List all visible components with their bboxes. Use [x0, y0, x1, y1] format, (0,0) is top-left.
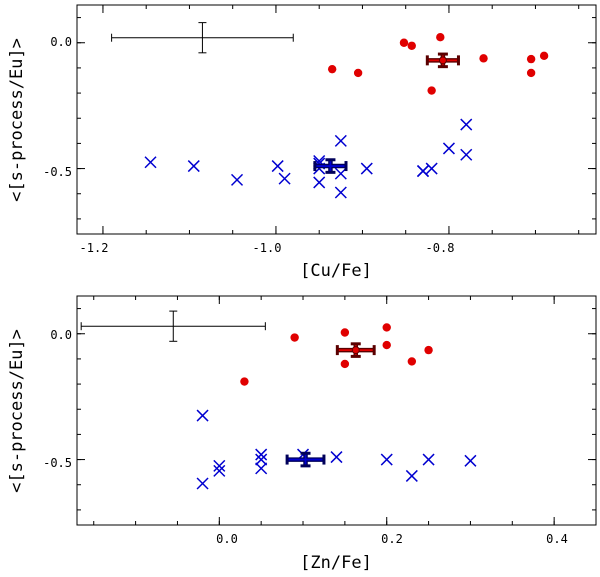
y-tick-labels: 0.0 -0.5 [43, 35, 72, 179]
blue-cross-point [360, 162, 373, 175]
red-circle-point [240, 377, 249, 386]
blue-cross-point [196, 409, 209, 422]
panel-zn-fe: 0.0 -0.5 0.0 0.2 0.4 [Zn/Fe] <[s-process… [7, 295, 597, 573]
red-circle-point [427, 86, 436, 95]
blue-cross-point [425, 162, 438, 175]
red-circle-point [327, 64, 337, 74]
red-circle-point [424, 345, 433, 355]
blue-cross-point [196, 477, 209, 490]
red-circle-point [353, 68, 363, 78]
blue-cross-point [187, 160, 200, 173]
blue-cross-point [213, 459, 226, 472]
plot-frame [76, 4, 597, 235]
x-tick-labels: -1.2 -1.0 -0.8 [80, 241, 455, 255]
panel-cu-fe: 0.0 -0.5 -1.2 -1.0 -0.8 [Cu/Fe] <[s-proc… [7, 4, 597, 281]
blue-cross-point [313, 176, 326, 189]
blue-cross-point [416, 165, 430, 178]
plot-frame [76, 295, 597, 526]
blue-cross-point [405, 469, 418, 482]
y-axis-label: <[s-process/Eu]> [7, 329, 27, 493]
x-tick-labels: 0.0 0.2 0.4 [216, 532, 568, 546]
y-tick-label: -0.5 [43, 165, 72, 179]
blue-cross-point [442, 142, 455, 155]
y-axis-label: <[s-process/Eu]> [7, 38, 27, 202]
blue-cross-point [334, 134, 347, 147]
chart-marks-1 [77, 5, 596, 234]
x-tick-label: -0.8 [426, 241, 455, 255]
y-tick-labels: 0.0 -0.5 [43, 328, 72, 470]
x-tick-label: 0.0 [216, 532, 238, 546]
blue-cross-point [255, 448, 268, 461]
y-tick-label: 0.0 [50, 328, 72, 342]
y-tick-label: -0.5 [43, 456, 72, 470]
red-circle-point [382, 323, 391, 332]
chart-marks-2 [77, 296, 597, 525]
blue-cross-point [330, 451, 343, 464]
x-tick-label: 0.2 [381, 532, 403, 546]
red-circle-point [539, 51, 549, 61]
blue-cross-point [422, 453, 435, 466]
red-mean-point [351, 346, 360, 355]
red-circle-point [436, 33, 445, 42]
blue-cross-point [380, 453, 393, 466]
blue-cross-point [271, 160, 284, 173]
x-tick-label: 0.4 [546, 532, 568, 546]
blue-cross-point [213, 464, 226, 477]
blue-cross-point [278, 172, 291, 185]
red-circle-point [407, 41, 416, 50]
blue-cross-point [464, 454, 477, 467]
blue-cross-point [144, 156, 157, 169]
x-tick-label: -1.0 [253, 241, 282, 255]
red-circle-point [340, 359, 350, 369]
blue-cross-point [460, 118, 473, 131]
red-circle-point [399, 38, 409, 47]
red-circle-point [526, 54, 536, 64]
x-axis-label: [Cu/Fe] [300, 261, 372, 281]
blue-cross-point [460, 148, 473, 161]
blue-cross-point [255, 462, 268, 475]
red-circle-point [526, 68, 536, 78]
y-tick-label: 0.0 [50, 35, 72, 49]
red-circle-point [382, 340, 391, 350]
red-circle-point [290, 333, 299, 342]
red-circle-point [407, 357, 417, 366]
blue-cross-point [255, 453, 268, 466]
red-mean-point [438, 56, 447, 65]
red-circle-point [340, 328, 350, 337]
x-tick-label: -1.2 [80, 241, 109, 255]
x-axis-label: [Zn/Fe] [300, 553, 372, 573]
blue-cross-point [230, 173, 244, 186]
red-circle-point [479, 54, 488, 63]
blue-cross-point [334, 186, 347, 199]
blue-cross-point [334, 167, 347, 180]
